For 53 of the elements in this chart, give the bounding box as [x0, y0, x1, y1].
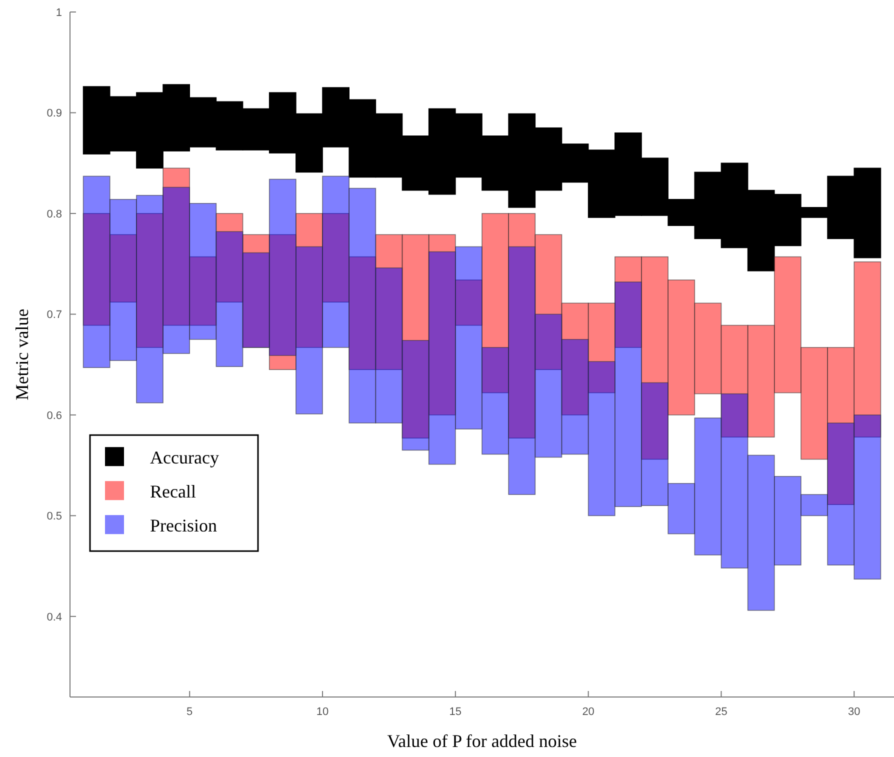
y-tick-label: 0.7	[46, 309, 62, 322]
bar	[774, 476, 802, 566]
bar	[455, 246, 482, 430]
bar	[268, 178, 296, 356]
y-tick-label: 0.9	[46, 108, 62, 120]
bar	[162, 186, 190, 354]
bar	[854, 414, 882, 580]
bar	[800, 494, 828, 516]
y-tick-label: 0.5	[46, 510, 62, 523]
bar	[747, 454, 775, 611]
bar	[348, 188, 376, 424]
bar	[508, 246, 536, 495]
bar	[322, 176, 350, 348]
x-tick-label: 25	[715, 706, 728, 718]
bar	[82, 176, 110, 368]
x-tick-label: 5	[186, 706, 193, 718]
bar	[668, 483, 696, 534]
bar	[136, 194, 164, 404]
bar	[109, 198, 137, 361]
bar	[747, 324, 775, 438]
bar	[694, 302, 722, 394]
bar	[720, 393, 748, 568]
y-tick-label: 0.8	[46, 208, 62, 220]
bar	[641, 382, 668, 506]
bar	[482, 347, 509, 455]
bar	[614, 282, 642, 508]
y-tick-label: 0.6	[46, 410, 62, 422]
bar	[296, 246, 323, 414]
legend-label: Recall	[150, 481, 196, 502]
bar	[668, 280, 696, 416]
bar	[216, 231, 244, 367]
y-tick-label: 0.4	[46, 611, 62, 624]
bar	[588, 361, 616, 516]
x-axis-title: Value of P for added noise	[387, 731, 577, 751]
bar	[428, 251, 456, 465]
legend-label: Accuracy	[150, 447, 219, 468]
bar	[827, 422, 855, 566]
bar	[242, 252, 270, 348]
bar	[375, 267, 403, 424]
bar	[694, 418, 722, 556]
bar	[534, 314, 562, 458]
x-tick-label: 10	[316, 706, 329, 718]
y-tick-label: 1	[56, 6, 62, 19]
bar	[189, 202, 217, 340]
bar	[774, 256, 802, 394]
legend-label: Precision	[150, 515, 217, 536]
bar	[561, 338, 589, 455]
x-tick-label: 15	[449, 706, 462, 718]
bar	[402, 340, 430, 451]
y-axis-title: Metric value	[12, 308, 32, 400]
x-tick-label: 20	[582, 706, 594, 718]
bar	[800, 347, 828, 460]
x-tick-label: 30	[848, 706, 860, 718]
